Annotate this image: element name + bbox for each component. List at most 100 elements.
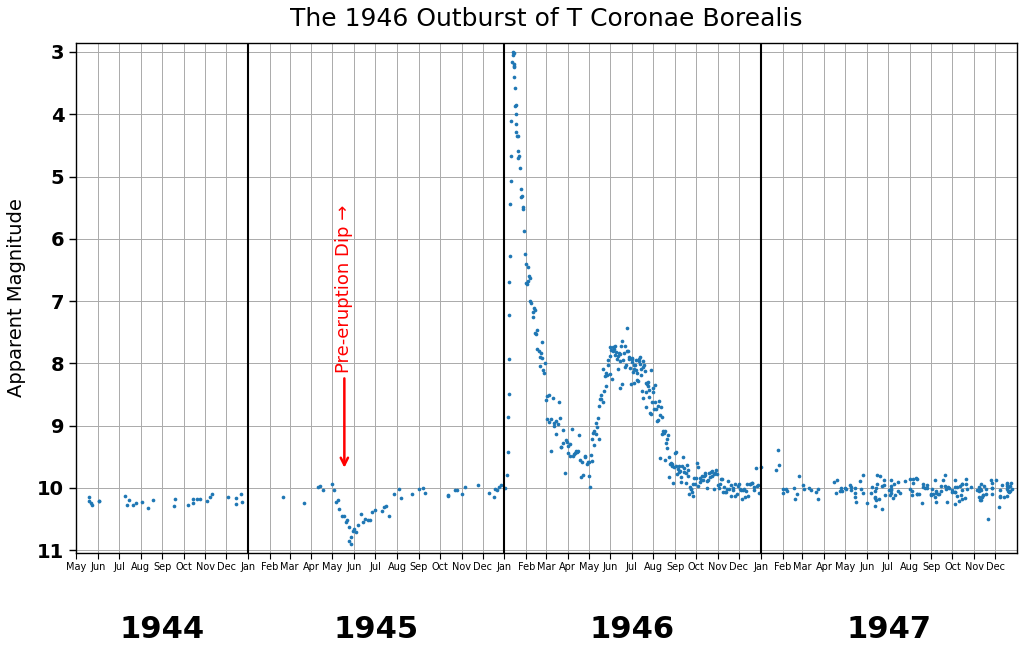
Point — [393, 492, 410, 503]
Point — [81, 496, 97, 506]
Point — [632, 359, 648, 370]
Point — [638, 378, 654, 389]
Point — [972, 495, 988, 505]
Point — [577, 451, 593, 462]
Point — [204, 489, 220, 499]
Point — [391, 484, 408, 494]
Point — [233, 497, 250, 507]
Point — [642, 408, 658, 418]
Point — [539, 414, 555, 424]
Point — [632, 352, 648, 362]
Point — [117, 490, 133, 501]
Point — [343, 532, 359, 542]
Point — [883, 481, 899, 492]
Point — [651, 410, 668, 421]
Point — [984, 489, 1000, 499]
Point — [853, 484, 869, 494]
Point — [778, 486, 795, 496]
Point — [727, 490, 743, 501]
Point — [1002, 478, 1019, 488]
Point — [570, 445, 587, 456]
Point — [687, 478, 703, 489]
Point — [854, 470, 870, 480]
Point — [671, 460, 687, 471]
Point — [185, 494, 202, 505]
Point — [125, 500, 141, 510]
Point — [559, 437, 575, 447]
Point — [506, 59, 522, 70]
Point — [667, 448, 683, 458]
Point — [714, 474, 730, 484]
Point — [588, 418, 604, 428]
Point — [530, 346, 547, 357]
Point — [648, 415, 665, 426]
Point — [514, 191, 530, 201]
Point — [927, 475, 943, 486]
Point — [852, 476, 868, 486]
Point — [376, 502, 392, 512]
Point — [653, 402, 670, 412]
Point — [605, 342, 622, 352]
Point — [935, 475, 951, 485]
Point — [180, 500, 197, 510]
Point — [522, 273, 539, 283]
Point — [659, 434, 676, 445]
Point — [675, 451, 691, 462]
Point — [928, 497, 944, 507]
Point — [863, 488, 880, 499]
Point — [331, 504, 347, 514]
Point — [975, 490, 991, 500]
Point — [604, 374, 621, 384]
Point — [864, 482, 881, 493]
Point — [343, 539, 359, 549]
Point — [695, 471, 712, 481]
Point — [691, 477, 708, 488]
Point — [618, 345, 635, 355]
Point — [559, 441, 575, 452]
Point — [566, 449, 583, 460]
Point — [637, 402, 653, 412]
Point — [984, 483, 1000, 493]
Point — [634, 386, 650, 396]
Point — [568, 447, 585, 457]
Point — [546, 421, 562, 431]
Point — [541, 389, 557, 400]
Point — [508, 109, 524, 119]
Point — [984, 478, 1000, 488]
Point — [950, 496, 967, 506]
Point — [557, 435, 573, 445]
Point — [275, 492, 292, 503]
Point — [574, 469, 591, 480]
Point — [497, 483, 513, 493]
Point — [506, 61, 522, 71]
Point — [707, 469, 723, 479]
Point — [686, 473, 702, 484]
Point — [952, 481, 969, 492]
Point — [591, 400, 607, 411]
Point — [689, 458, 706, 468]
Point — [545, 393, 561, 404]
Point — [585, 428, 601, 438]
Point — [508, 126, 524, 137]
Point — [697, 468, 714, 478]
Point — [485, 492, 502, 503]
Point — [713, 474, 729, 484]
Point — [615, 355, 632, 365]
Point — [831, 486, 848, 496]
Point — [689, 480, 706, 491]
Point — [597, 381, 613, 391]
Point — [572, 455, 589, 465]
Point — [656, 455, 673, 465]
Point — [725, 482, 741, 493]
Point — [501, 310, 517, 320]
Point — [529, 344, 546, 354]
Point — [706, 483, 722, 493]
Point — [796, 484, 812, 494]
Point — [731, 483, 748, 493]
Point — [500, 447, 516, 457]
Point — [807, 487, 823, 497]
Point — [847, 488, 863, 499]
Point — [738, 486, 755, 497]
Point — [744, 477, 761, 488]
Point — [638, 387, 654, 397]
